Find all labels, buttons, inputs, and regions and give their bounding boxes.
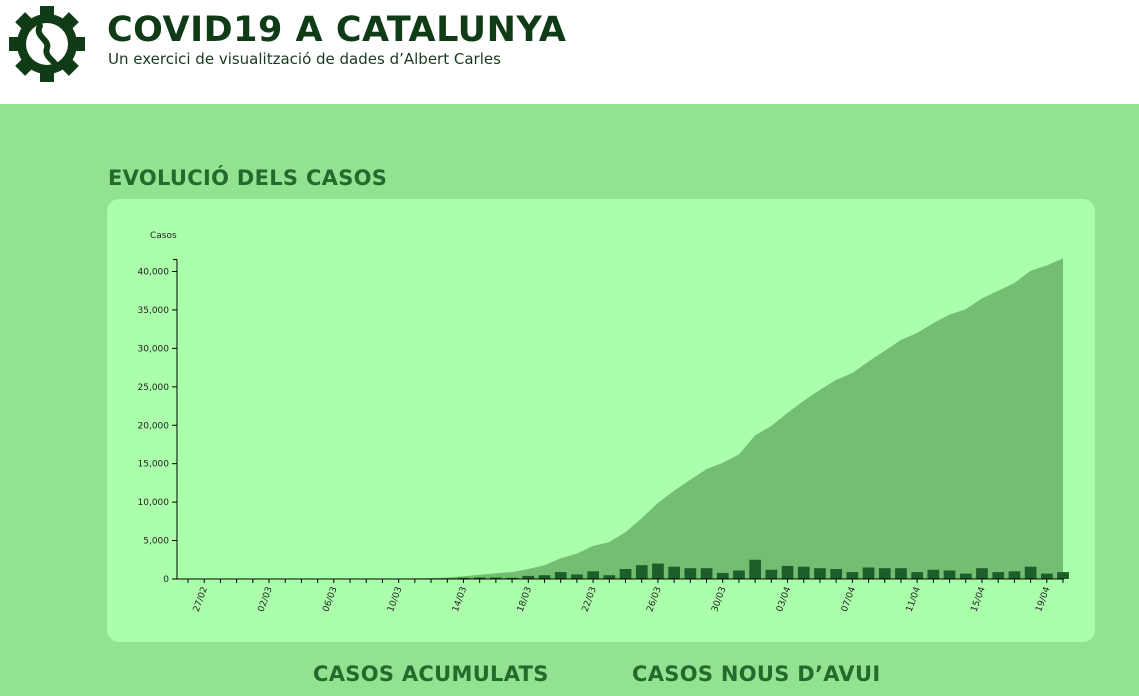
new-cases-bar	[603, 575, 616, 580]
x-tick-label: 07/04	[840, 585, 858, 613]
y-tick-label: 30,000	[138, 344, 170, 354]
new-cases-bar	[943, 570, 956, 579]
x-tick-label: 18/03	[516, 586, 534, 614]
new-cases-today-title: CASOS NOUS D’AVUI	[632, 662, 881, 686]
chart-panel: Casos 0 5,000 10,000 15,000 20,000 25,000 30,0…	[107, 199, 1095, 642]
new-cases-bar	[765, 569, 778, 580]
y-tick-label: 35,000	[138, 306, 170, 316]
y-tick-label: 10,000	[138, 498, 170, 508]
new-cases-bar	[862, 567, 875, 580]
x-tick-label: 02/03	[257, 586, 275, 614]
new-cases-bar	[878, 568, 891, 579]
site-header: COVID19 A CATALUNYA Un exercici de visua…	[0, 0, 1139, 104]
new-cases-bar	[749, 559, 761, 580]
new-cases-bar	[927, 569, 940, 580]
new-cases-bar	[1008, 571, 1021, 579]
x-tick-label: 30/03	[710, 586, 728, 614]
new-cases-bar	[797, 566, 810, 579]
x-tick-label: 26/03	[645, 586, 663, 614]
new-cases-bar	[959, 573, 972, 579]
x-tick-label: 27/02	[192, 586, 210, 614]
y-tick-label: 15,000	[138, 460, 170, 470]
new-cases-bar	[522, 575, 535, 579]
new-cases-bar	[457, 577, 470, 579]
new-cases-bar	[554, 572, 567, 580]
new-cases-bar	[846, 572, 859, 580]
x-tick-label: 03/04	[775, 585, 793, 613]
new-cases-bar	[781, 565, 794, 579]
y-axis-label: Casos	[150, 231, 177, 241]
evolution-section-title: EVOLUCIÓ DELS CASOS	[108, 166, 388, 190]
y-tick-label: 0	[163, 575, 169, 585]
new-cases-bar	[587, 571, 599, 579]
new-cases-bar	[473, 577, 486, 580]
gear-virus-logo-icon[interactable]	[7, 4, 87, 84]
y-tick-label: 20,000	[138, 421, 170, 431]
new-cases-bar	[571, 574, 583, 580]
new-cases-bar	[700, 568, 713, 579]
x-tick-label: 15/04	[970, 585, 988, 613]
new-cases-bar	[1041, 573, 1053, 579]
y-tick-label: 25,000	[138, 383, 170, 393]
x-tick-label: 22/03	[581, 586, 599, 614]
new-cases-bar	[652, 563, 664, 579]
new-cases-bar	[976, 568, 988, 579]
accumulated-cases-area	[188, 258, 1063, 579]
cases-evolution-chart[interactable]: Casos 0 5,000 10,000 15,000 20,000 25,000 30,0…	[107, 199, 1095, 642]
new-cases-bar	[1024, 566, 1037, 579]
x-tick-label: 06/03	[321, 586, 339, 614]
new-cases-bar	[992, 572, 1005, 580]
new-cases-bar	[911, 572, 923, 580]
new-cases-bar	[1057, 572, 1069, 580]
new-cases-bar	[619, 569, 632, 579]
y-tick-label: 5,000	[143, 537, 169, 547]
new-cases-bar	[830, 569, 842, 579]
accumulated-cases-title: CASOS ACUMULATS	[313, 662, 549, 686]
new-cases-bar	[716, 572, 729, 580]
new-cases-bar	[684, 568, 697, 579]
new-cases-bar	[668, 566, 680, 579]
site-subtitle: Un exercici de visualització de dades d’…	[108, 50, 501, 68]
new-cases-bar	[635, 565, 648, 580]
site-title: COVID19 A CATALUNYA	[107, 10, 567, 50]
x-tick-label: 10/03	[386, 586, 404, 614]
new-cases-bar	[538, 575, 551, 580]
new-cases-bar	[895, 568, 907, 579]
new-cases-bar	[814, 568, 826, 579]
new-cases-bar	[490, 577, 502, 580]
x-tick-label: 19/04	[1034, 585, 1052, 613]
x-tick-label: 14/03	[451, 586, 469, 614]
new-cases-bar	[506, 577, 518, 579]
x-tick-label: 11/04	[905, 585, 923, 613]
new-cases-bar	[733, 570, 745, 579]
y-tick-label: 40,000	[138, 268, 170, 278]
